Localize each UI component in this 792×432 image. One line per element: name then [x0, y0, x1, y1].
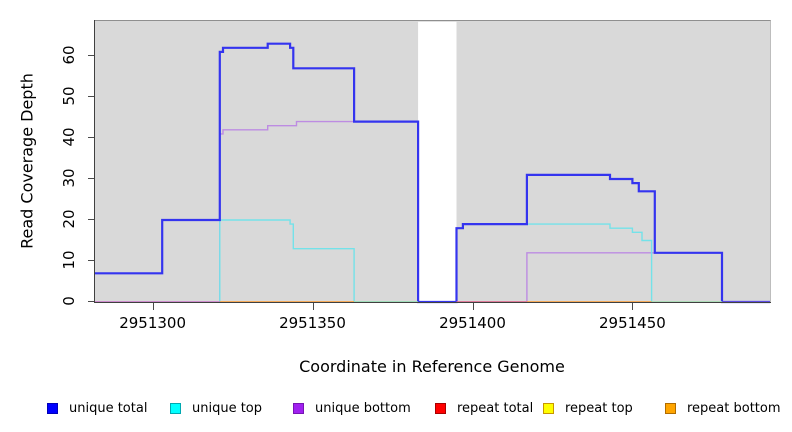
series-unique-bottom — [219, 120, 770, 303]
y-tick-label-50: 50 — [60, 86, 78, 106]
legend-item-repeat-total: repeat total — [435, 398, 533, 418]
x-tick-label-2951400: 2951400 — [439, 314, 506, 332]
legend-item-unique-total: unique total — [47, 398, 147, 418]
y-axis-title: Read Coverage Depth — [17, 73, 37, 249]
x-tick-2951350 — [312, 303, 314, 310]
plot-panel — [95, 20, 771, 304]
y-tick-label-40: 40 — [60, 127, 78, 147]
legend-swatch-repeat-total — [435, 402, 446, 414]
y-tick-30 — [88, 178, 94, 179]
y-tick-40 — [88, 137, 94, 138]
legend-item-repeat-bottom: repeat bottom — [665, 398, 781, 418]
x-tick-2951450 — [632, 303, 634, 310]
legend: unique total unique top unique bottom repea… — [0, 398, 792, 422]
legend-swatch-repeat-bottom — [665, 402, 676, 414]
legend-item-unique-bottom: unique bottom — [293, 398, 411, 418]
legend-label-repeat-bottom: repeat bottom — [687, 400, 781, 416]
y-tick-label-20: 20 — [60, 209, 78, 229]
y-tick-20 — [88, 219, 94, 220]
legend-label-repeat-total: repeat total — [457, 400, 534, 416]
gap-region — [418, 21, 457, 304]
x-axis-title: Coordinate in Reference Genome — [299, 357, 565, 376]
y-axis-line — [94, 20, 95, 303]
x-tick-2951300 — [152, 303, 154, 310]
legend-label-unique-top: unique top — [192, 400, 263, 416]
legend-label-unique-bottom: unique bottom — [315, 400, 411, 416]
y-tick-10 — [88, 260, 94, 261]
legend-swatch-unique-top — [170, 402, 181, 414]
legend-swatch-repeat-top — [543, 402, 554, 414]
y-tick-50 — [88, 96, 94, 97]
y-tick-0 — [88, 301, 94, 302]
y-tick-label-60: 60 — [60, 45, 78, 65]
x-tick-2951400 — [472, 303, 474, 310]
x-axis-line — [94, 302, 771, 303]
legend-swatch-unique-bottom — [293, 402, 304, 414]
legend-swatch-unique-total — [47, 402, 58, 414]
legend-label-unique-total: unique total — [69, 400, 148, 416]
y-tick-label-0: 0 — [60, 296, 78, 306]
coverage-step-plot — [95, 21, 770, 304]
legend-item-unique-top: unique top — [170, 398, 262, 418]
x-tick-label-2951300: 2951300 — [119, 314, 186, 332]
y-tick-60 — [88, 55, 94, 56]
legend-label-repeat-top: repeat top — [565, 400, 633, 416]
legend-item-repeat-top: repeat top — [543, 398, 633, 418]
x-tick-label-2951450: 2951450 — [598, 314, 666, 332]
x-tick-label-2951350: 2951350 — [279, 314, 346, 332]
y-tick-label-10: 10 — [60, 250, 78, 270]
y-tick-label-30: 30 — [60, 168, 78, 188]
